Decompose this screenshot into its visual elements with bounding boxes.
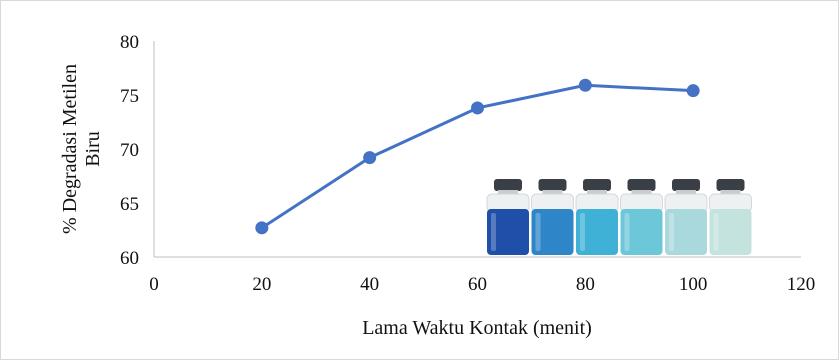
series-group xyxy=(255,78,700,235)
x-tick-label: 0 xyxy=(149,274,159,295)
vial xyxy=(620,179,663,255)
y-tick-label: 80 xyxy=(120,32,139,53)
x-axis-title: Lama Waktu Kontak (menit) xyxy=(362,317,592,339)
data-point xyxy=(363,151,377,165)
vial xyxy=(531,179,574,255)
x-tick-label: 120 xyxy=(787,274,816,295)
y-tick-label: 75 xyxy=(120,86,139,107)
x-tick-label: 80 xyxy=(576,274,595,295)
vial xyxy=(486,179,530,255)
vials-photo xyxy=(486,179,752,255)
x-tick-label: 20 xyxy=(252,274,271,295)
x-tick-label: 60 xyxy=(468,274,487,295)
y-tick-label: 70 xyxy=(120,140,139,161)
y-axis-title-line2: Biru xyxy=(82,131,104,167)
data-point xyxy=(471,101,484,115)
y-tick-labels: 60 65 70 75 80 xyxy=(120,32,139,269)
data-point xyxy=(578,78,592,92)
y-axis-title-line1: % Degradasi Metilen xyxy=(59,64,81,234)
data-point xyxy=(255,221,269,235)
x-tick-label: 40 xyxy=(360,274,379,295)
y-tick-label: 60 xyxy=(120,248,139,269)
vial xyxy=(575,179,619,255)
y-tick-label: 65 xyxy=(120,194,139,215)
vial xyxy=(709,179,752,255)
data-point xyxy=(686,84,700,98)
x-tick-labels: 0 20 40 60 80 100 120 xyxy=(149,274,815,295)
vial xyxy=(664,179,708,255)
axes xyxy=(153,41,801,258)
x-tick-label: 100 xyxy=(679,274,708,295)
